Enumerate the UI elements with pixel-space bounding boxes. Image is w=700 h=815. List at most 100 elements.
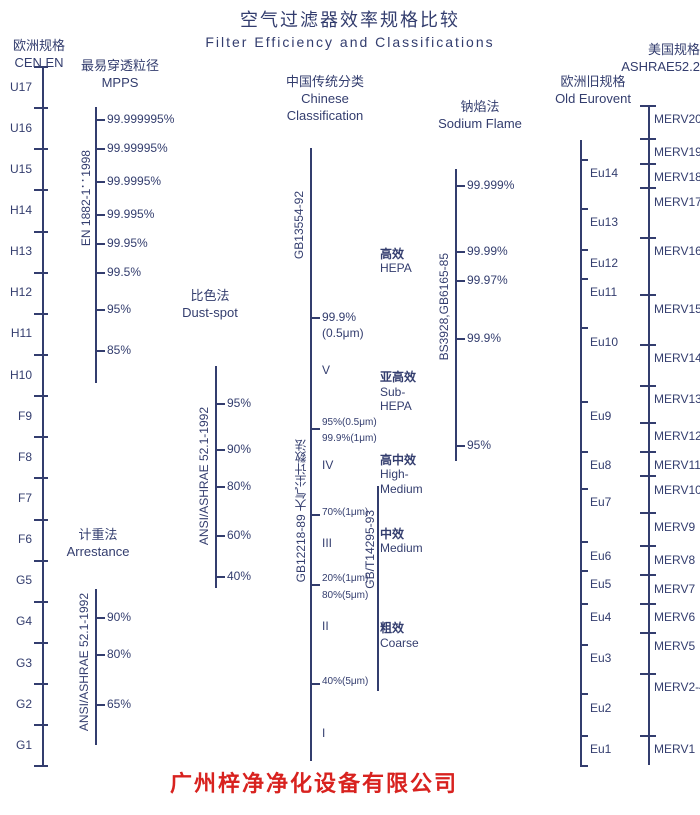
chinese-zone: 亚高效Sub-HEPA (380, 370, 416, 413)
title-en: Filter Efficiency and Classifications (0, 34, 700, 50)
cen-label: G3 (16, 656, 32, 670)
cen-label: H10 (10, 368, 32, 382)
eurovent-label: Eu14 (590, 166, 618, 180)
cen-axis (42, 66, 44, 765)
dustspot-label: 80% (227, 479, 251, 493)
arrestance-label: 65% (107, 697, 131, 711)
chinese-label: IV (322, 458, 333, 472)
eurovent-label: Eu11 (590, 285, 617, 299)
eurovent-label: Eu5 (590, 577, 611, 591)
cen-label: H11 (11, 326, 32, 340)
cen-label: G5 (16, 573, 32, 587)
chinese-standard-3: GB/T14295-93 (363, 510, 377, 589)
dustspot-label: 40% (227, 569, 251, 583)
ashrae-label: MERV9 (654, 520, 695, 534)
eurovent-label: Eu13 (590, 215, 618, 229)
cen-label: H14 (10, 203, 32, 217)
cen-label: H13 (10, 244, 32, 258)
cen-label: H12 (10, 285, 32, 299)
chinese-standard-1: GB12218-89 大气尘计数法 (292, 439, 309, 582)
comparison-chart: 欧洲规格CEN ENU17U16U15H14H13H12H11H10F9F8F7… (0, 66, 700, 786)
chinese-label: 40%(5μm) (322, 676, 368, 687)
eurovent-label: Eu6 (590, 549, 611, 563)
ashrae-label: MERV15 (654, 302, 700, 316)
chinese-label: 20%(1μm) (322, 573, 368, 584)
eurovent-label: Eu4 (590, 610, 611, 624)
mpps-label: 99.9995% (107, 174, 161, 188)
ashrae-label: MERV2-4 (654, 680, 700, 694)
sodium-label: 99.99% (467, 244, 508, 258)
dustspot-label: 90% (227, 442, 251, 456)
eurovent-label: Eu12 (590, 256, 618, 270)
chinese-label: III (322, 536, 332, 550)
ashrae-label: MERV14 (654, 351, 700, 365)
watermark-text: 广州梓净净化设备有限公司 (170, 766, 458, 798)
chinese-label: 99.9%(1μm) (322, 433, 377, 444)
cen-label: U15 (10, 162, 32, 176)
eurovent-label: Eu3 (590, 651, 611, 665)
cen-label: F8 (18, 450, 32, 464)
eurovent-label: Eu2 (590, 701, 611, 715)
arrestance-axis (95, 589, 97, 745)
dustspot-label: 60% (227, 528, 251, 542)
chinese-label: V (322, 363, 330, 377)
arrestance-header: 计重法Arrestance (48, 527, 148, 561)
mpps-header: 最易穿透粒径MPPS (60, 58, 180, 92)
chinese-standard-2: GB13554-92 (292, 191, 306, 259)
chinese-label: 80%(5μm) (322, 590, 368, 601)
ashrae-label: MERV17 (654, 195, 700, 209)
dustspot-label: 95% (227, 396, 251, 410)
ashrae-label: MERV8 (654, 553, 695, 567)
sodium-label: 95% (467, 438, 491, 452)
chinese-label: 99.9% (322, 310, 356, 324)
chinese-label: 95%(0.5μm) (322, 417, 377, 428)
cen-label: U16 (10, 121, 32, 135)
mpps-label: 99.995% (107, 207, 154, 221)
arrestance-standard: ANSI/ASHRAE 52.1-1992 (77, 593, 91, 731)
ashrae-label: MERV12 (654, 429, 700, 443)
chinese-right-axis (377, 486, 379, 692)
ashrae-label: MERV18 (654, 170, 700, 184)
cen-label: F9 (18, 409, 32, 423)
sodium-header: 钠焰法Sodium Flame (420, 99, 540, 133)
chinese-label: (0.5μm) (322, 326, 364, 340)
mpps-label: 95% (107, 302, 131, 316)
eurovent-label: Eu1 (590, 742, 611, 756)
eurovent-label: Eu9 (590, 409, 611, 423)
ashrae-label: MERV19 (654, 145, 700, 159)
chinese-zone: 中效Medium (380, 527, 423, 556)
chinese-zone: 高效HEPA (380, 247, 412, 276)
ashrae-label: MERV11 (654, 458, 700, 472)
ashrae-label: MERV5 (654, 639, 695, 653)
chinese-header: 中国传统分类ChineseClassification (255, 74, 395, 125)
cen-label: G1 (16, 738, 32, 752)
arrestance-label: 80% (107, 647, 131, 661)
chinese-zone: 粗效Coarse (380, 621, 419, 650)
mpps-label: 99.5% (107, 265, 141, 279)
ashrae-label: MERV10 (654, 483, 700, 497)
ashrae-header: 美国规格ASHRAE52.2 (605, 42, 700, 76)
cen-label: G2 (16, 697, 32, 711)
cen-label: F7 (18, 491, 32, 505)
sodium-axis (455, 169, 457, 461)
ashrae-label: MERV20 (654, 112, 700, 126)
arrestance-label: 90% (107, 610, 131, 624)
eurovent-header: 欧洲旧规格Old Eurovent (543, 74, 643, 108)
mpps-label: 99.95% (107, 236, 148, 250)
ashrae-label: MERV6 (654, 610, 695, 624)
mpps-standard: EN 1882-1：1998 (77, 150, 94, 246)
dustspot-standard: ANSI/ASHRAE 52.1-1992 (197, 407, 211, 545)
cen-label: G4 (16, 614, 32, 628)
ashrae-axis (648, 107, 650, 765)
sodium-label: 99.97% (467, 273, 508, 287)
mpps-label: 99.999995% (107, 112, 174, 126)
mpps-label: 85% (107, 343, 131, 357)
chinese-zone: 高中效High-Medium (380, 453, 423, 496)
chinese-label: II (322, 619, 329, 633)
eurovent-label: Eu10 (590, 335, 618, 349)
sodium-label: 99.9% (467, 331, 501, 345)
chinese-label: 70%(1μm) (322, 507, 368, 518)
ashrae-label: MERV16 (654, 244, 700, 258)
dustspot-header: 比色法Dust-spot (165, 288, 255, 322)
sodium-label: 99.999% (467, 178, 514, 192)
